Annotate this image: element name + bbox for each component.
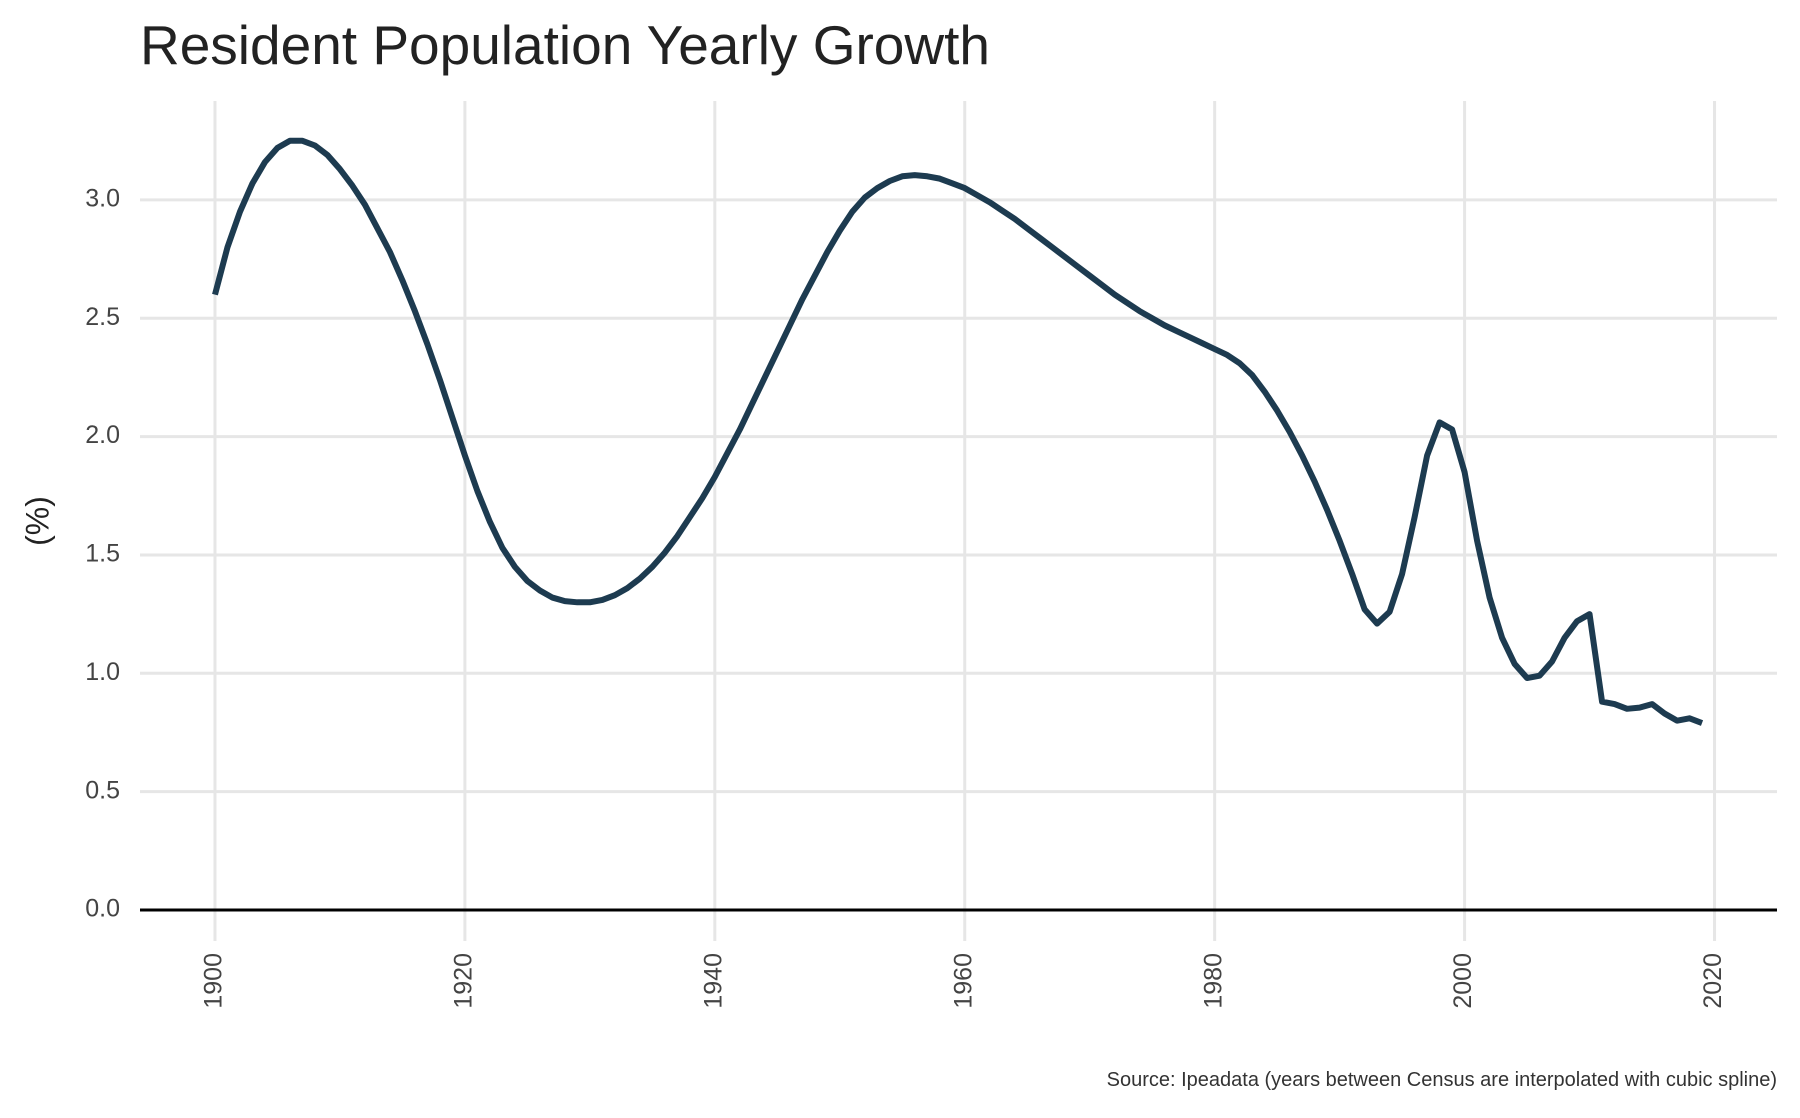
data-line: [212, 137, 1704, 726]
chart-title: Resident Population Yearly Growth: [140, 14, 990, 76]
caption: Source: Ipeadata (years between Census a…: [1107, 1069, 1777, 1091]
y-tick-label: 2.0: [85, 421, 120, 449]
x-tick-label: 1940: [699, 953, 727, 1009]
y-tick-label: 1.5: [85, 540, 120, 568]
y-tick-label: 1.0: [85, 658, 120, 686]
y-tick-label: 0.5: [85, 776, 120, 804]
y-tick-label: 0.0: [85, 895, 120, 923]
x-tick-label: 1980: [1199, 953, 1227, 1009]
x-tick-label: 1960: [949, 953, 977, 1009]
y-tick-label: 2.5: [85, 303, 120, 331]
x-tick-label: 2020: [1699, 953, 1727, 1009]
y-tick-label: 3.0: [85, 185, 120, 213]
x-tick-label: 1920: [450, 953, 478, 1009]
y-axis-label: (%): [19, 496, 55, 546]
x-tick-label: 1900: [200, 953, 228, 1009]
x-tick-label: 2000: [1449, 953, 1477, 1009]
